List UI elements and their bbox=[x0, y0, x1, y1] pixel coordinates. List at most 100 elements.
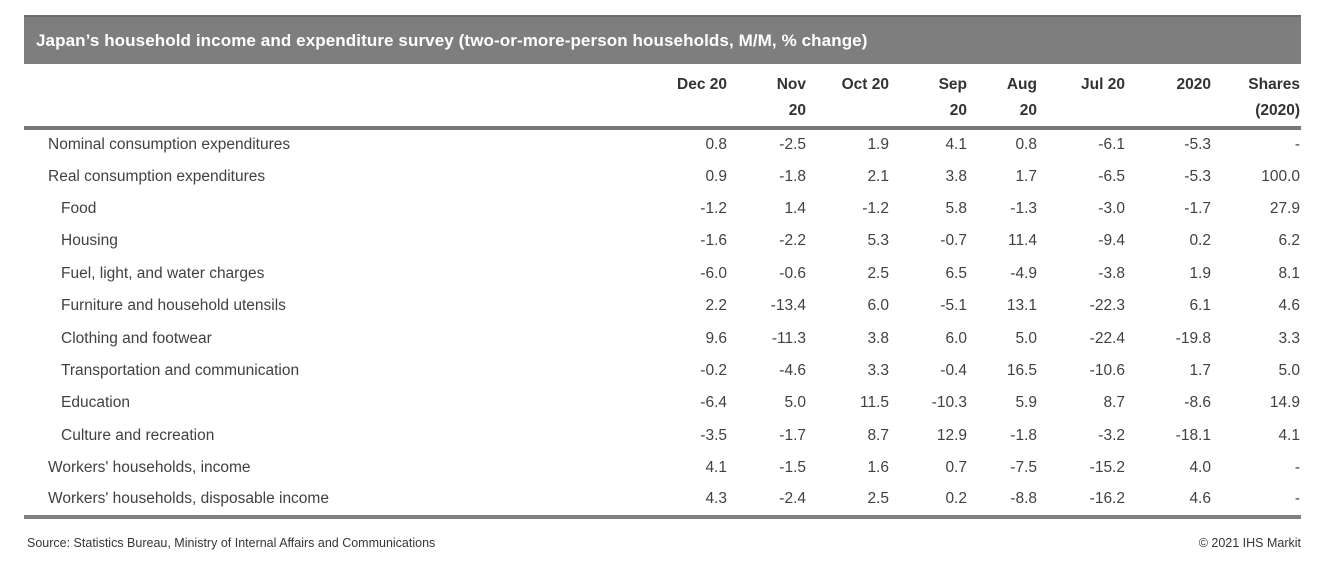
cell-value: 11.5 bbox=[859, 394, 889, 412]
col-header-sep-20: Sep 20 bbox=[890, 70, 968, 130]
cell-value: 4.0 bbox=[1189, 459, 1211, 477]
cell-value: -8.8 bbox=[968, 484, 1038, 519]
cell-value: 4.1 bbox=[1278, 426, 1300, 444]
cell-value: 5.0 bbox=[1278, 361, 1300, 379]
cell-value: -0.2 bbox=[700, 361, 727, 379]
cell-value: -7.5 bbox=[1010, 459, 1037, 477]
row-label: Food bbox=[61, 199, 97, 217]
row-label: Furniture and household utensils bbox=[61, 297, 286, 315]
cell-value: 0.8 bbox=[1015, 136, 1037, 154]
household-survey-table-figure: Japan’s household income and expenditure… bbox=[24, 15, 1301, 519]
cell-value: 1.6 bbox=[867, 459, 889, 477]
cell-value: -0.6 bbox=[779, 264, 806, 282]
cell-value: -6.4 bbox=[700, 394, 727, 412]
row-label: Culture and recreation bbox=[61, 426, 215, 444]
cell-value: 0.8 bbox=[705, 136, 727, 154]
cell-value: 100.0 bbox=[1261, 167, 1300, 185]
cell-value: 2.5 bbox=[807, 484, 890, 519]
cell-value: 1.7 bbox=[1015, 167, 1037, 185]
row-label: Workers' households, income bbox=[48, 459, 251, 477]
cell-value: 13.1 bbox=[1006, 297, 1037, 315]
cell-value: 4.1 bbox=[705, 459, 727, 477]
table-row: Education -6.4 5.0 11.5 -10.3 5.9 8.7 -8… bbox=[24, 387, 1301, 419]
cell-value: 8.1 bbox=[1278, 264, 1300, 282]
cell-value: 3.3 bbox=[1278, 329, 1300, 347]
figure-footer: Source: Statistics Bureau, Ministry of I… bbox=[27, 536, 1301, 550]
cell-value: 12.9 bbox=[936, 426, 967, 444]
cell-value: 5.0 bbox=[1015, 329, 1037, 347]
cell-value: 9.6 bbox=[705, 329, 727, 347]
cell-value: -1.5 bbox=[779, 459, 806, 477]
cell-value: -3.2 bbox=[1098, 426, 1125, 444]
table-title: Japan’s household income and expenditure… bbox=[36, 30, 868, 50]
row-label: Nominal consumption expenditures bbox=[48, 136, 291, 154]
cell-value: 1.7 bbox=[1189, 361, 1211, 379]
cell-value: 0.2 bbox=[1189, 232, 1211, 250]
cell-value: -15.2 bbox=[1089, 459, 1125, 477]
col-header-aug-20: Aug 20 bbox=[968, 70, 1038, 130]
cell-value: 5.3 bbox=[867, 232, 889, 250]
table-row: Real consumption expenditures 0.9 -1.8 2… bbox=[24, 160, 1301, 192]
cell-value: -10.3 bbox=[931, 394, 967, 412]
table-row: Workers' households, disposable income 4… bbox=[24, 484, 1301, 519]
data-table: Dec 20 Nov 20 Oct 20 Sep 20 Aug 20 Jul 2… bbox=[24, 70, 1301, 519]
cell-value: -3.5 bbox=[700, 426, 727, 444]
cell-value: 3.8 bbox=[867, 329, 889, 347]
table-row: Fuel, light, and water charges -6.0 -0.6… bbox=[24, 258, 1301, 290]
cell-value: -3.8 bbox=[1098, 264, 1125, 282]
cell-value: -8.6 bbox=[1184, 394, 1211, 412]
cell-value: -5.1 bbox=[940, 297, 967, 315]
cell-value: -6.1 bbox=[1098, 136, 1125, 154]
cell-value: -2.5 bbox=[779, 136, 806, 154]
cell-value: -3.0 bbox=[1098, 199, 1125, 217]
cell-value: -6.0 bbox=[700, 264, 727, 282]
cell-value: 8.7 bbox=[1103, 394, 1125, 412]
cell-value: -16.2 bbox=[1038, 484, 1126, 519]
cell-value: 0.7 bbox=[945, 459, 967, 477]
cell-value: 11.4 bbox=[1007, 232, 1037, 250]
cell-value: 5.8 bbox=[945, 199, 967, 217]
row-label-column-header bbox=[24, 70, 644, 130]
cell-value: - bbox=[1294, 459, 1300, 477]
source-note: Source: Statistics Bureau, Ministry of I… bbox=[27, 536, 436, 550]
col-header-dec-20: Dec 20 bbox=[644, 70, 728, 130]
cell-value: -18.1 bbox=[1175, 426, 1211, 444]
cell-value: -1.7 bbox=[779, 426, 806, 444]
cell-value: -22.3 bbox=[1089, 297, 1125, 315]
cell-value: -4.6 bbox=[779, 361, 806, 379]
table-row: Clothing and footwear 9.6 -11.3 3.8 6.0 … bbox=[24, 322, 1301, 354]
cell-value: -1.8 bbox=[779, 167, 806, 185]
table-row: Housing -1.6 -2.2 5.3 -0.7 11.4 -9.4 0.2… bbox=[24, 225, 1301, 257]
cell-value: 8.7 bbox=[867, 426, 889, 444]
cell-value: 1.9 bbox=[867, 136, 889, 154]
col-header-jul-20: Jul 20 bbox=[1038, 70, 1126, 130]
row-label: Housing bbox=[61, 232, 118, 250]
cell-value: 2.2 bbox=[705, 297, 727, 315]
col-header-oct-20: Oct 20 bbox=[807, 70, 890, 130]
cell-value: -0.7 bbox=[940, 232, 967, 250]
table-row: Transportation and communication -0.2 -4… bbox=[24, 355, 1301, 387]
cell-value: 6.5 bbox=[945, 264, 967, 282]
table-body: Nominal consumption expenditures 0.8 -2.… bbox=[24, 128, 1301, 519]
table-row: Workers' households, income 4.1 -1.5 1.6… bbox=[24, 452, 1301, 484]
copyright-note: © 2021 IHS Markit bbox=[1198, 536, 1301, 550]
cell-value: 0.2 bbox=[890, 484, 968, 519]
cell-value: 16.5 bbox=[1006, 361, 1037, 379]
cell-value: 4.1 bbox=[945, 136, 967, 154]
header-row: Dec 20 Nov 20 Oct 20 Sep 20 Aug 20 Jul 2… bbox=[24, 70, 1301, 130]
row-label: Real consumption expenditures bbox=[48, 167, 266, 185]
col-header-shares: Shares (2020) bbox=[1212, 70, 1301, 130]
cell-value: 5.0 bbox=[784, 394, 806, 412]
cell-value: -19.8 bbox=[1175, 329, 1211, 347]
cell-value: -1.2 bbox=[700, 199, 727, 217]
cell-value: 0.9 bbox=[705, 167, 727, 185]
cell-value: -0.4 bbox=[940, 361, 967, 379]
cell-value: 3.3 bbox=[867, 361, 889, 379]
cell-value: 6.0 bbox=[945, 329, 967, 347]
cell-value: - bbox=[1212, 484, 1301, 519]
cell-value: -13.4 bbox=[770, 297, 806, 315]
cell-value: -4.9 bbox=[1010, 264, 1037, 282]
cell-value: 4.6 bbox=[1278, 297, 1300, 315]
row-label: Transportation and communication bbox=[61, 361, 300, 379]
col-header-2020: 2020 bbox=[1126, 70, 1212, 130]
